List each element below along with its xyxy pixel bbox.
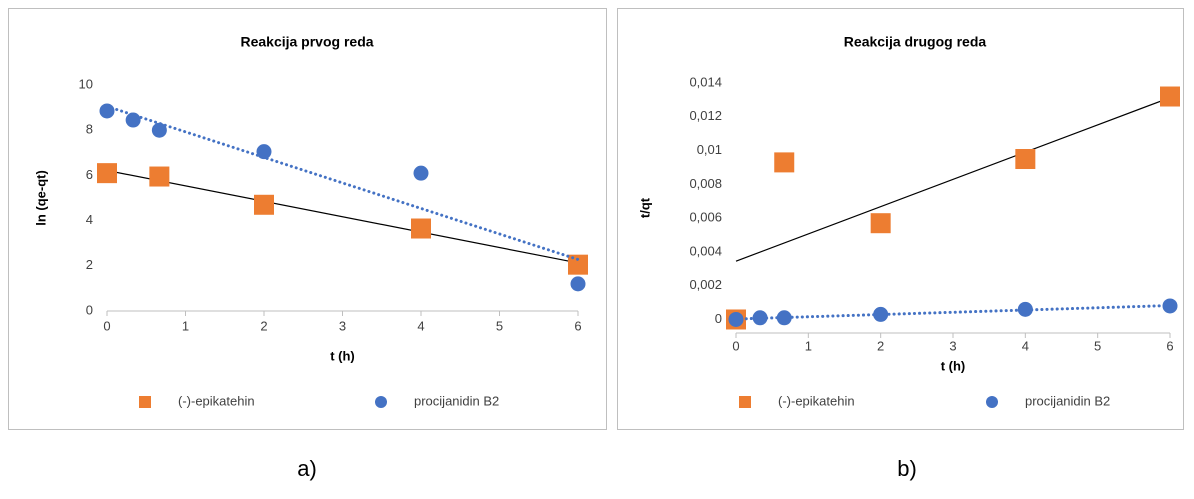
x-tick-label: 2 xyxy=(260,318,267,333)
y-tick-label: 8 xyxy=(86,122,93,137)
x-tick-label: 5 xyxy=(496,318,503,333)
point xyxy=(413,165,429,181)
point xyxy=(728,311,744,327)
point xyxy=(870,213,891,234)
x-tick-label: 4 xyxy=(1022,338,1029,353)
point xyxy=(125,112,141,128)
x-tick-label: 5 xyxy=(1094,338,1101,353)
point xyxy=(99,103,115,119)
point xyxy=(97,163,117,184)
legend-label: procijanidin B2 xyxy=(414,393,499,408)
x-tick-label: 2 xyxy=(877,338,884,353)
y-tick-label: 4 xyxy=(86,212,93,227)
point xyxy=(411,218,431,239)
y-tick-label: 0,01 xyxy=(697,142,722,157)
point xyxy=(774,152,795,173)
caption: a) xyxy=(297,456,317,481)
point xyxy=(149,166,170,187)
point xyxy=(1162,298,1178,314)
point xyxy=(1160,86,1180,107)
y-tick-label: 0 xyxy=(86,302,93,317)
chart-title: Reakcija prvog reda xyxy=(240,34,373,50)
point xyxy=(1017,301,1033,317)
y-tick-label: 0,006 xyxy=(689,210,722,225)
point xyxy=(254,194,274,215)
chart-frame xyxy=(8,8,607,430)
trendline xyxy=(105,104,580,261)
point xyxy=(570,276,586,292)
point xyxy=(752,310,768,326)
x-tick-label: 1 xyxy=(805,338,812,353)
y-tick-label: 2 xyxy=(86,257,93,272)
x-tick-label: 3 xyxy=(949,338,956,353)
caption: b) xyxy=(897,456,917,481)
chart-title: Reakcija drugog reda xyxy=(844,34,987,50)
y-tick-label: 0 xyxy=(715,311,722,326)
trendline xyxy=(106,169,579,264)
legend-marker xyxy=(375,396,387,408)
y-tick-label: 6 xyxy=(86,167,93,182)
legend-marker xyxy=(986,396,998,408)
x-tick-label: 0 xyxy=(103,318,110,333)
point xyxy=(1015,149,1036,170)
y-tick-label: 10 xyxy=(79,76,93,91)
y-axis-label: ln (qe-qt) xyxy=(33,170,48,226)
legend-label: procijanidin B2 xyxy=(1025,393,1110,408)
legend-label: (-)-epikatehin xyxy=(778,393,855,408)
x-tick-label: 1 xyxy=(182,318,189,333)
y-axis-label: t/qt xyxy=(637,197,652,218)
legend-label: (-)-epikatehin xyxy=(178,393,255,408)
x-tick-label: 0 xyxy=(732,338,739,353)
trendline xyxy=(734,304,1172,321)
y-tick-label: 0,002 xyxy=(689,277,722,292)
point xyxy=(151,122,167,138)
x-axis-label: t (h) xyxy=(941,358,966,373)
point xyxy=(873,306,889,322)
y-tick-label: 0,004 xyxy=(689,243,722,258)
point xyxy=(256,144,272,160)
x-tick-label: 6 xyxy=(574,318,581,333)
trendline xyxy=(735,97,1171,262)
legend-marker xyxy=(139,396,151,408)
legend-marker xyxy=(739,396,751,408)
y-tick-label: 0,014 xyxy=(689,74,722,89)
point xyxy=(568,254,588,275)
y-tick-label: 0,008 xyxy=(689,176,722,191)
x-tick-label: 3 xyxy=(339,318,346,333)
y-tick-label: 0,012 xyxy=(689,108,722,123)
x-tick-label: 6 xyxy=(1166,338,1173,353)
x-tick-label: 4 xyxy=(417,318,424,333)
chart-frame xyxy=(617,8,1184,430)
x-axis-label: t (h) xyxy=(330,348,355,363)
point xyxy=(776,310,792,326)
